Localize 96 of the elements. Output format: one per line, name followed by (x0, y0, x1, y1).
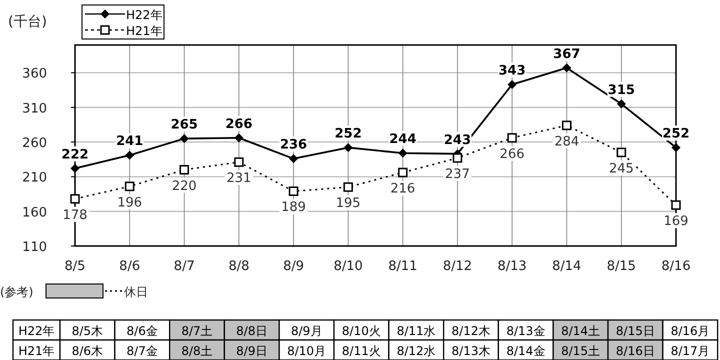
data-label: 196 (117, 195, 142, 210)
data-label: 315 (608, 82, 635, 98)
data-label: 220 (172, 178, 197, 194)
point (616, 99, 626, 108)
x-tick-label: 8/9 (283, 259, 304, 274)
point (508, 80, 517, 90)
data-label: 195 (336, 196, 361, 212)
data-label: 243 (444, 132, 472, 148)
point (289, 154, 298, 164)
point (124, 182, 134, 192)
text: 8/12水 (396, 344, 436, 358)
legend-label: H22年 (126, 8, 162, 22)
data-label: 265 (170, 118, 198, 133)
text: 8/10火 (342, 324, 381, 338)
point (234, 157, 244, 167)
data-label: 252 (662, 126, 690, 142)
x-tick-label: 8/6 (119, 259, 140, 274)
point (398, 168, 408, 178)
point (672, 143, 680, 152)
point (180, 165, 190, 175)
data-label: 284 (554, 134, 580, 150)
point (70, 194, 80, 204)
text: 8/13金 (506, 324, 546, 338)
point (180, 134, 189, 144)
y-axis-title: (千台) (8, 14, 47, 30)
text: 8/6金 (126, 324, 158, 338)
data-label: 245 (608, 161, 634, 176)
y-tick-label: 160 (22, 205, 47, 220)
text: 8/14金 (506, 344, 546, 358)
data-label: 266 (500, 146, 525, 162)
point (343, 182, 353, 192)
x-tick-label: 8/11 (388, 259, 418, 274)
x-tick-label: 8/14 (552, 259, 582, 274)
y-tick-label: 310 (22, 101, 47, 116)
point (288, 186, 298, 196)
data-label: 178 (62, 208, 88, 223)
text: 8/15土 (561, 344, 600, 358)
x-tick-label: 8/10 (334, 259, 363, 274)
data-label: 241 (116, 134, 144, 150)
text: 休日 (124, 285, 148, 299)
x-tick-label: 8/5 (64, 259, 86, 274)
data-label: 216 (390, 182, 416, 197)
point (234, 133, 244, 142)
text: 8/14土 (561, 324, 600, 338)
text: 8/7土 (181, 324, 213, 338)
text: 8/9日 (236, 344, 268, 358)
text: 8/7金 (126, 344, 158, 358)
data-label: 266 (225, 116, 252, 132)
text: 8/8日 (236, 324, 268, 338)
x-tick-label: 8/8 (228, 259, 250, 274)
text: 8/10月 (287, 344, 326, 358)
text: 8/11水 (396, 324, 436, 338)
text: 8/17月 (670, 344, 710, 358)
data-label: 169 (664, 214, 688, 230)
text: 8/6木 (72, 344, 104, 358)
point (507, 133, 517, 143)
data-label: 244 (389, 132, 416, 148)
data-label: 252 (334, 126, 362, 142)
y-tick-label: 110 (22, 240, 47, 255)
x-tick-label: 8/13 (497, 259, 527, 274)
data-label: 343 (498, 64, 526, 79)
text: 8/15日 (616, 324, 655, 338)
y-tick-label: 260 (22, 136, 47, 152)
data-label: 231 (226, 171, 252, 186)
text: 8/11火 (342, 344, 381, 358)
x-tick-label: 8/7 (174, 259, 195, 274)
point (562, 63, 572, 72)
point (125, 150, 134, 160)
data-label: 237 (445, 166, 470, 182)
data-label: 236 (280, 138, 308, 153)
point (344, 143, 353, 152)
text: 8/8土 (181, 344, 213, 358)
text: (参考) (0, 285, 34, 299)
point (616, 148, 626, 158)
x-tick-label: 8/15 (606, 259, 636, 274)
text: 8/13木 (452, 344, 490, 358)
y-tick-label: 210 (22, 170, 47, 186)
legend-label: H21年 (126, 24, 162, 38)
x-tick-label: 8/16 (661, 259, 691, 274)
point (70, 164, 80, 173)
text: 8/9月 (290, 324, 322, 338)
text: 8/12木 (452, 324, 490, 338)
category-label: H21年 (18, 344, 55, 358)
point (398, 148, 408, 158)
point (452, 153, 462, 163)
data-label: 367 (553, 46, 580, 62)
text: 8/5木 (72, 324, 104, 338)
category-label: H22年 (18, 324, 55, 338)
data-label: 222 (61, 147, 89, 162)
x-tick-label: 8/12 (442, 259, 472, 274)
point (562, 120, 572, 130)
data-label: 189 (281, 200, 306, 216)
y-tick-label: 360 (22, 66, 47, 82)
text: 8/16日 (616, 344, 655, 358)
point (671, 200, 681, 210)
text: 8/16月 (670, 324, 710, 338)
